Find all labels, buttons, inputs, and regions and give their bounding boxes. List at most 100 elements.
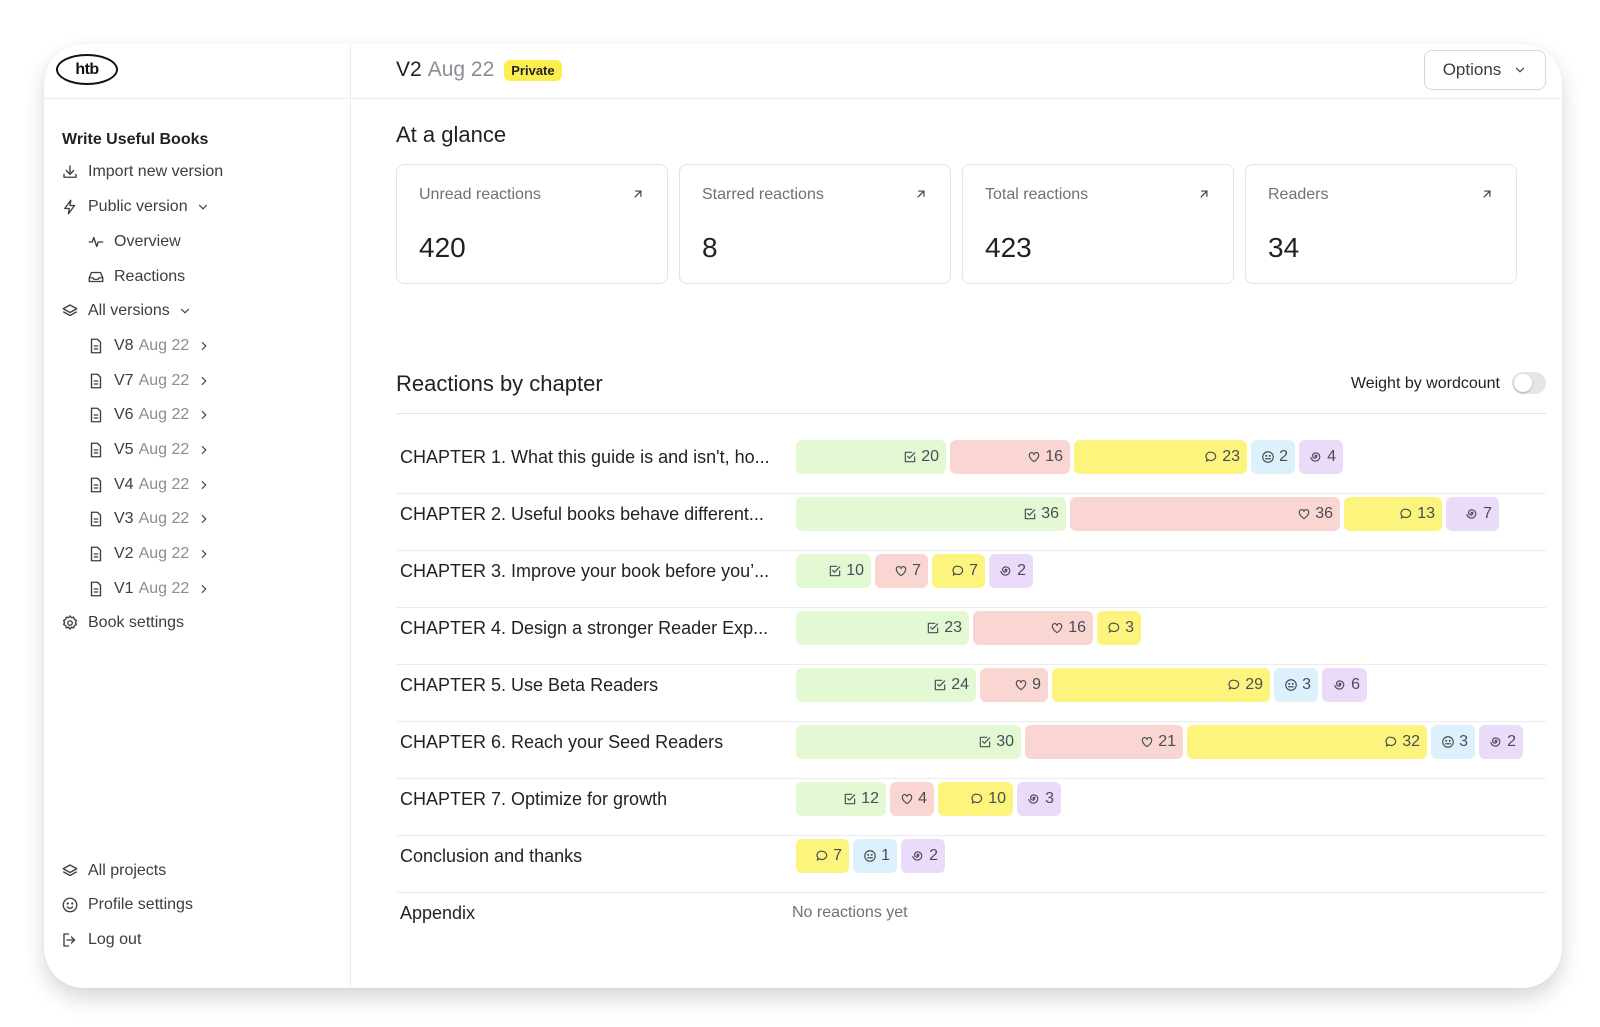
reaction-segment-spiral[interactable]: 2 (1479, 725, 1523, 759)
chapter-title[interactable]: CHAPTER 5. Use Beta Readers (400, 675, 659, 695)
reaction-segment-check[interactable]: 12 (796, 782, 886, 816)
comment-icon (816, 850, 828, 861)
reaction-segment-check[interactable]: 24 (796, 668, 976, 702)
app-window: htb Write Useful Books Import new versio… (44, 44, 1562, 988)
reaction-segment-confused[interactable]: 3 (1431, 725, 1475, 759)
reaction-count: 4 (1327, 448, 1336, 465)
reaction-segment-confused[interactable]: 2 (1251, 440, 1295, 474)
reaction-segment-check[interactable]: 10 (796, 554, 871, 588)
reaction-segment-check[interactable]: 30 (796, 725, 1021, 759)
reaction-segment-heart[interactable]: 36 (1070, 497, 1340, 531)
version-name: V5 (114, 441, 134, 458)
private-badge: Private (504, 59, 562, 81)
chapter-title[interactable]: CHAPTER 3. Improve your book before you’… (400, 561, 770, 581)
sidebar-item-version[interactable]: V6 Aug 22 (87, 402, 211, 428)
reaction-segment-comment[interactable]: 23 (1074, 440, 1247, 474)
reaction-segment-spiral[interactable]: 2 (989, 554, 1033, 588)
reaction-segment-heart[interactable]: 4 (890, 782, 934, 816)
sidebar-item-version[interactable]: V7 Aug 22 (87, 368, 211, 394)
reaction-segment-heart[interactable]: 7 (875, 554, 928, 588)
reaction-segment-spiral[interactable]: 7 (1446, 497, 1499, 531)
chapters-heading: Reactions by chapter (396, 371, 603, 396)
reaction-count: 7 (833, 847, 842, 864)
divider (396, 413, 1546, 414)
weight-by-wordcount-toggle[interactable] (1512, 372, 1546, 394)
sidebar-item-version[interactable]: V8 Aug 22 (87, 333, 211, 359)
reaction-segment-comment[interactable]: 29 (1052, 668, 1270, 702)
chapter-title[interactable]: CHAPTER 4. Design a stronger Reader Exp.… (400, 618, 769, 638)
lightning-icon (64, 199, 76, 215)
reaction-segment-spiral[interactable]: 6 (1322, 668, 1367, 702)
layers-icon (62, 864, 78, 877)
sidebar-item-version[interactable]: V3 Aug 22 (87, 506, 211, 532)
sidebar-item-label: Overview (114, 233, 181, 250)
sidebar-item-all-projects[interactable]: All projects (61, 858, 166, 884)
spiral-icon (1490, 737, 1501, 747)
reaction-count: 16 (1045, 448, 1063, 465)
check-square-icon (904, 451, 916, 463)
chapter-title[interactable]: CHAPTER 6. Reach your Seed Readers (400, 732, 724, 752)
reaction-segment-comment[interactable]: 10 (938, 782, 1013, 816)
sidebar-item-version[interactable]: V5 Aug 22 (87, 437, 211, 463)
check-square-icon (844, 793, 856, 805)
options-button[interactable]: Options (1424, 50, 1546, 90)
sidebar-item-import[interactable]: Import new version (61, 159, 223, 185)
reaction-segment-comment[interactable]: 7 (932, 554, 985, 588)
sidebar-item-all-versions[interactable]: All versions (61, 298, 192, 324)
reaction-count: 2 (929, 847, 938, 864)
reaction-segment-heart[interactable]: 16 (950, 440, 1070, 474)
sidebar-item-version[interactable]: V4 Aug 22 (87, 472, 211, 498)
reaction-segment-comment[interactable]: 32 (1187, 725, 1427, 759)
sidebar-item-logout[interactable]: Log out (61, 927, 141, 953)
reaction-segment-heart[interactable]: 9 (980, 668, 1048, 702)
reaction-segment-comment[interactable]: 3 (1097, 611, 1141, 645)
version-name: V1 (114, 580, 134, 597)
stat-card-readers[interactable]: Readers 34 (1245, 164, 1517, 284)
sidebar-item-profile-settings[interactable]: Profile settings (61, 892, 193, 918)
sidebar-item-version[interactable]: V2 Aug 22 (87, 541, 211, 567)
confused-face-icon (1262, 451, 1274, 463)
reaction-segment-comment[interactable]: 13 (1344, 497, 1442, 531)
stat-card-starred[interactable]: Starred reactions 8 (679, 164, 951, 284)
check-square-icon (934, 679, 946, 691)
stat-card-label: Readers (1268, 186, 1329, 203)
reaction-segment-spiral[interactable]: 3 (1017, 782, 1061, 816)
chevron-right-icon (201, 584, 207, 594)
app-logo[interactable]: htb (56, 54, 118, 85)
sidebar-item-version[interactable]: V1 Aug 22 (87, 576, 211, 602)
sidebar-item-overview[interactable]: Overview (87, 229, 181, 255)
chapter-title[interactable]: CHAPTER 7. Optimize for growth (400, 789, 668, 809)
layers-icon (62, 304, 78, 317)
reaction-segment-comment[interactable]: 7 (796, 839, 849, 873)
reaction-segment-confused[interactable]: 3 (1274, 668, 1318, 702)
stat-card-unread[interactable]: Unread reactions 420 (396, 164, 668, 284)
reaction-count: 12 (861, 790, 879, 807)
stat-card-total[interactable]: Total reactions 423 (962, 164, 1234, 284)
reaction-segment-spiral[interactable]: 2 (901, 839, 945, 873)
spiral-icon (1000, 566, 1011, 576)
reaction-segment-heart[interactable]: 16 (973, 611, 1093, 645)
chapter-title[interactable]: CHAPTER 2. Useful books behave different… (400, 504, 764, 524)
reaction-segment-check[interactable]: 36 (796, 497, 1066, 531)
sidebar-item-book-settings[interactable]: Book settings (61, 610, 184, 636)
reaction-segment-spiral[interactable]: 4 (1299, 440, 1343, 474)
chapter-title[interactable]: Conclusion and thanks (400, 846, 583, 866)
reaction-count: 32 (1402, 733, 1420, 750)
chevron-down-icon (1516, 67, 1525, 73)
chapter-title[interactable]: CHAPTER 1. What this guide is and isn't,… (400, 447, 770, 467)
reaction-count: 3 (1459, 733, 1468, 750)
comment-icon (952, 565, 964, 576)
activity-icon (88, 236, 104, 248)
reaction-segment-heart[interactable]: 21 (1025, 725, 1183, 759)
reaction-count: 24 (951, 676, 969, 693)
reaction-segment-check[interactable]: 23 (796, 611, 969, 645)
check-square-icon (1024, 508, 1036, 520)
sidebar-item-reactions[interactable]: Reactions (87, 264, 185, 290)
version-date: Aug 22 (138, 441, 190, 458)
chapter-row: CHAPTER 1. What this guide is and isn't,… (396, 437, 1546, 494)
reaction-segment-check[interactable]: 20 (796, 440, 946, 474)
sidebar-item-label: All projects (88, 862, 167, 879)
reaction-segment-confused[interactable]: 1 (853, 839, 897, 873)
sidebar-item-public-version[interactable]: Public version (61, 194, 210, 220)
chapter-title[interactable]: Appendix (400, 903, 476, 923)
